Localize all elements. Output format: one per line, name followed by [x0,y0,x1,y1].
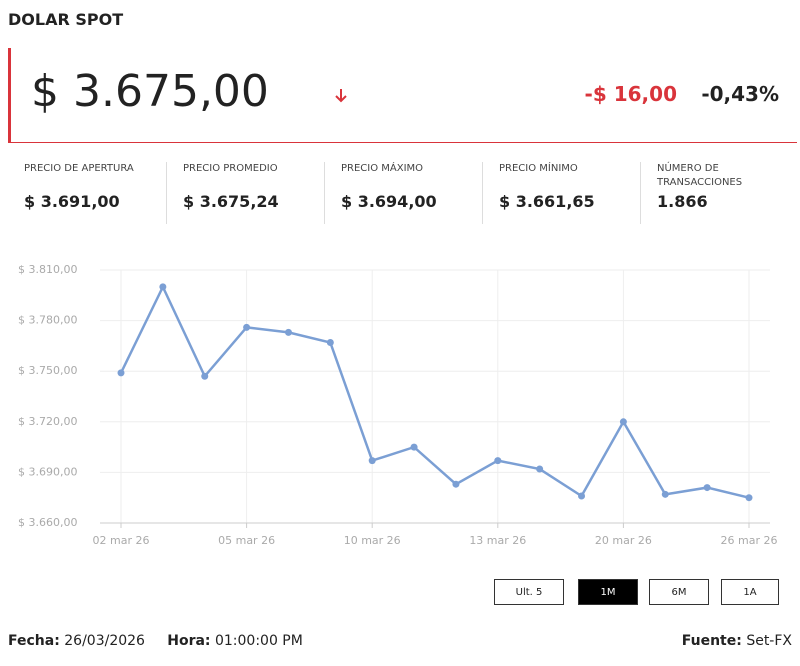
change-pct: -0,43% [701,82,779,106]
point [494,457,502,465]
price: $ 3.675,00 [31,66,269,117]
y-tick-label: $ 3.810,00 [18,263,77,276]
x-tick-label: 13 mar 26 [469,534,526,547]
stat-label: PRECIO MÁXIMO [341,163,424,174]
range-button[interactable]: 1M [578,579,638,605]
point [201,372,209,380]
stat-value: $ 3.661,65 [499,192,595,211]
chart: $ 3.660,00 $ 3.690,00 $ 3.720,00 $ 3.750,00… [18,263,778,547]
x-tick-label: 10 mar 26 [344,534,401,547]
point [410,443,418,451]
stat-value: $ 3.694,00 [341,192,437,211]
stat: PRECIO MÍNIMO $ 3.661,65 [482,162,639,224]
stat-label: PRECIO MÍNIMO [499,163,578,174]
stat: PRECIO MÁXIMO $ 3.694,00 [324,162,481,224]
point [368,457,376,465]
point [452,480,460,488]
time: 01:00:00 PM [214,633,303,649]
change: -$ 16,00 [584,82,677,106]
range-button[interactable]: Ult. 5 [494,579,564,605]
stat-value: $ 3.675,24 [183,192,279,211]
title: DOLAR SPOT [8,10,124,29]
y-tick-label: $ 3.660,00 [18,516,77,529]
stat: NÚMERO DE TRANSACCIONES 1.866 [640,162,797,224]
range-button[interactable]: 6M [649,579,709,605]
x-tick-label: 26 mar 26 [721,534,778,547]
stat: PRECIO PROMEDIO $ 3.675,24 [166,162,323,224]
point [745,494,753,502]
stat-label: PRECIO PROMEDIO [183,163,278,174]
stat-value: 1.866 [657,192,708,211]
point [243,323,251,331]
point [619,418,627,426]
point [661,490,669,498]
price-box: $ 3.675,00 -$ 16,00 -0,43% [8,48,797,143]
x-tick-label: 02 mar 26 [93,534,150,547]
point [284,328,292,336]
x-tick-label: 05 mar 26 [218,534,275,547]
date: 26/03/2026 [64,633,145,649]
point [326,339,334,347]
y-tick-label: $ 3.720,00 [18,415,77,428]
point [159,283,167,291]
stat-value: $ 3.691,00 [24,192,120,211]
source-label: Fuente: [681,633,742,649]
source: Set-FX [746,633,792,649]
stat-label: NÚMERO DE TRANSACCIONES [657,163,743,188]
time-label: Hora: [167,633,211,649]
y-tick-label: $ 3.750,00 [18,364,77,377]
stat: PRECIO DE APERTURA $ 3.691,00 [8,162,164,224]
y-tick-label: $ 3.780,00 [18,314,77,327]
stat-label: PRECIO DE APERTURA [24,163,134,174]
point [117,369,125,377]
line [119,283,750,499]
footer: Fecha: 26/03/2026 Hora: 01:00:00 PM Fuen… [8,633,792,649]
date-label: Fecha: [8,633,60,649]
point [536,465,544,473]
x-tick-label: 20 mar 26 [595,534,652,547]
range-button[interactable]: 1A [721,579,779,605]
point [578,492,586,500]
point [703,484,711,492]
down-arrow [335,89,347,103]
y-tick-label: $ 3.690,00 [18,465,77,478]
